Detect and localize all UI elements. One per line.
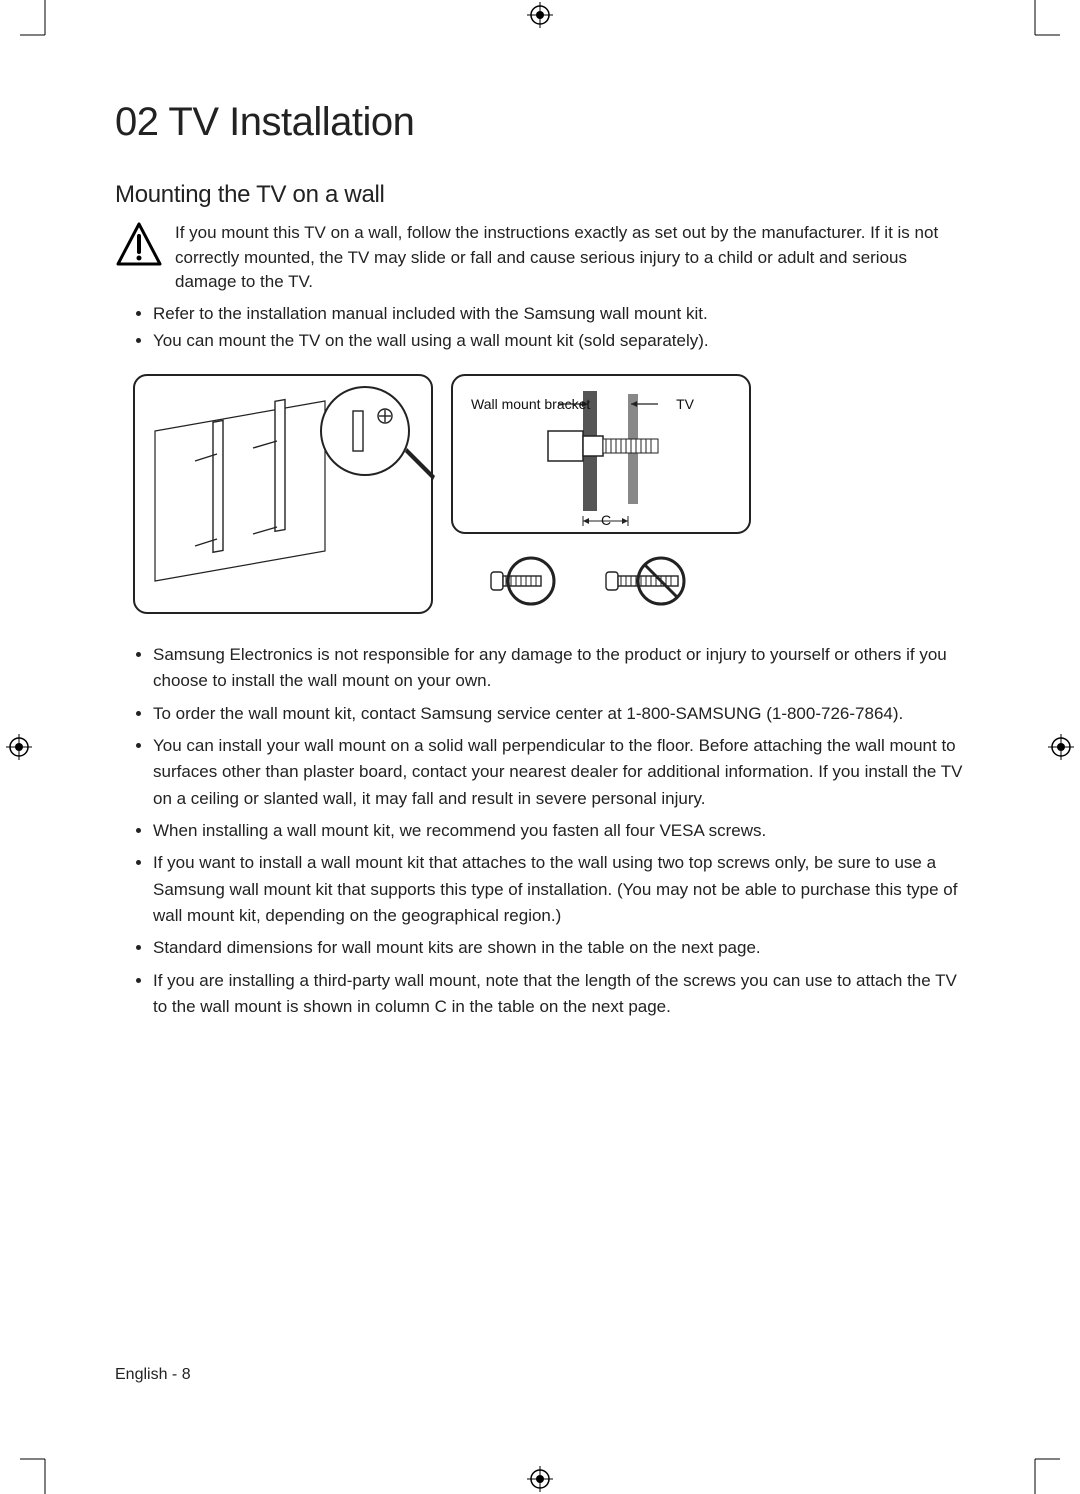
- page-title: 02 TV Installation: [115, 100, 965, 145]
- registration-mark-icon: [1048, 734, 1074, 760]
- list-item: Refer to the installation manual include…: [153, 301, 965, 327]
- list-item: Standard dimensions for wall mount kits …: [153, 935, 965, 961]
- list-item: Samsung Electronics is not responsible f…: [153, 642, 965, 695]
- intro-bullet-list: Refer to the installation manual include…: [153, 301, 965, 354]
- list-item: If you are installing a third-party wall…: [153, 968, 965, 1021]
- screw-length-icons: [451, 544, 751, 614]
- registration-mark-icon: [6, 734, 32, 760]
- section-title: Mounting the TV on a wall: [115, 181, 965, 209]
- list-item: To order the wall mount kit, contact Sam…: [153, 701, 965, 727]
- registration-mark-icon: [527, 2, 553, 28]
- registration-mark-icon: [527, 1466, 553, 1492]
- diagram-label-bracket: Wall mount bracket: [471, 396, 590, 412]
- list-item: If you want to install a wall mount kit …: [153, 850, 965, 929]
- mounting-diagram: Wall mount bracket TV C: [133, 374, 965, 614]
- body-bullet-list: Samsung Electronics is not responsible f…: [153, 642, 965, 1020]
- diagram-label-c: C: [601, 512, 611, 528]
- diagram-label-tv: TV: [676, 396, 694, 412]
- page-footer: English - 8: [115, 1366, 191, 1384]
- list-item: You can install your wall mount on a sol…: [153, 733, 965, 812]
- warning-text: If you mount this TV on a wall, follow t…: [175, 221, 965, 295]
- list-item: You can mount the TV on the wall using a…: [153, 328, 965, 354]
- warning-icon: [115, 221, 163, 295]
- list-item: When installing a wall mount kit, we rec…: [153, 818, 965, 844]
